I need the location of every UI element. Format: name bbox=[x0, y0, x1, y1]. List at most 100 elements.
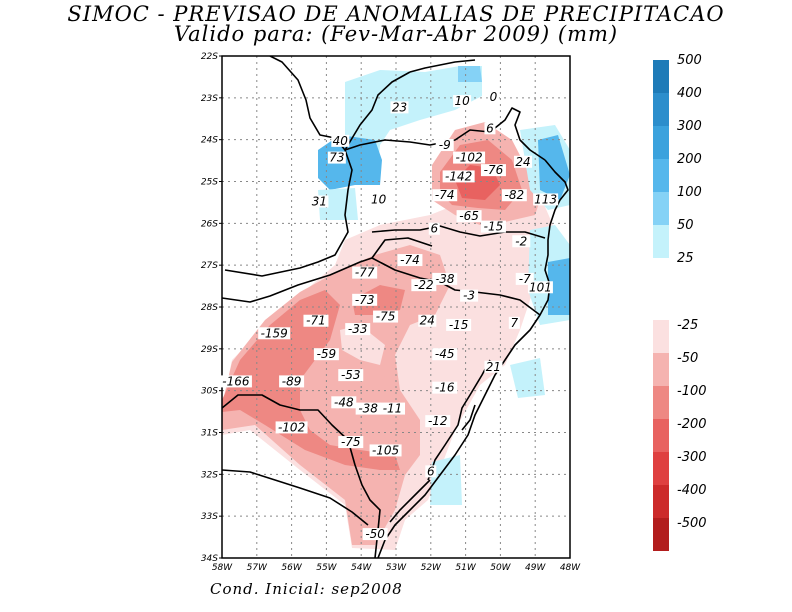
lat-tick-label: 26S bbox=[201, 219, 218, 229]
colorbar-swatch-positive bbox=[653, 93, 669, 126]
contour-label-bg bbox=[533, 193, 559, 206]
colorbar-swatch-negative bbox=[653, 518, 669, 551]
contour-label: -73 bbox=[355, 293, 375, 307]
lat-tick-label: 33S bbox=[201, 512, 218, 522]
colorbar-label-negative: -400 bbox=[677, 483, 707, 498]
contour-label: 21 bbox=[486, 360, 501, 374]
contour-label: -76 bbox=[484, 163, 504, 177]
contour-label: -38 bbox=[435, 272, 455, 286]
contour-label: -33 bbox=[348, 322, 368, 336]
contour-label-bg bbox=[352, 293, 378, 306]
lon-tick-label: 54W bbox=[351, 563, 372, 573]
south-border bbox=[222, 469, 369, 526]
contour-label: -82 bbox=[505, 188, 525, 202]
contour-label: 113 bbox=[534, 192, 557, 206]
contour-label-bg bbox=[380, 402, 406, 415]
contour-label: -15 bbox=[484, 220, 504, 234]
lat-tick-label: 28S bbox=[201, 303, 218, 313]
contour-label-bg bbox=[355, 402, 381, 415]
contour-label: -77 bbox=[355, 266, 375, 280]
contour-label-bg bbox=[310, 195, 329, 208]
contour-label: 6 bbox=[486, 121, 494, 135]
contour-label-bg bbox=[313, 348, 339, 361]
contour-label-bg bbox=[331, 396, 357, 409]
lat-tick-label: 25S bbox=[201, 178, 218, 188]
colorbar-swatch-positive bbox=[653, 159, 669, 192]
contour-label-bg bbox=[425, 465, 437, 478]
colorbar-label-positive: 100 bbox=[677, 185, 702, 200]
contour-label: -75 bbox=[376, 310, 396, 324]
contour-label: -74 bbox=[400, 253, 420, 267]
contour-label: 24 bbox=[420, 314, 435, 328]
contour-label-bg bbox=[432, 381, 458, 394]
coastline-north bbox=[377, 159, 569, 558]
colorbar-legend: 500 400 300 200 100 50 25 -25 -50 -100 -200 -300 -40… bbox=[653, 53, 707, 551]
contour-label-bg bbox=[527, 281, 553, 294]
colorbar-label-positive: 50 bbox=[677, 218, 694, 233]
colorbar-swatch-negative bbox=[653, 452, 669, 485]
lat-tick-label: 34S bbox=[201, 554, 218, 564]
contour-label-bg bbox=[411, 279, 437, 292]
contour-label: -22 bbox=[414, 278, 434, 292]
contour-label: 6 bbox=[430, 222, 438, 236]
latitude-axis-labels: 22S 23S 24S 25S 26S 27S 28S 29S 30S 31S 32S 33S 34S bbox=[201, 52, 222, 564]
contour-label: -3 bbox=[463, 289, 475, 303]
colorbar-label-negative: -200 bbox=[677, 417, 707, 432]
contour-label-bg bbox=[327, 151, 346, 164]
colorbar-label-positive: 25 bbox=[677, 251, 694, 266]
contour-label-bg bbox=[480, 220, 506, 233]
lon-tick-label: 55W bbox=[316, 563, 337, 573]
colorbar-label-positive: 300 bbox=[677, 119, 702, 134]
contour-label-bg bbox=[428, 222, 440, 235]
parana-river-border bbox=[344, 71, 411, 151]
contour-label-bg bbox=[456, 210, 482, 223]
contour-label: -15 bbox=[449, 318, 469, 332]
lon-tick-label: 48W bbox=[560, 563, 581, 573]
map-subtitle: Valido para: (Fev-Mar-Abr 2009) (mm) bbox=[173, 22, 619, 46]
lat-tick-label: 27S bbox=[201, 261, 218, 271]
colorbar-label-negative: -50 bbox=[677, 351, 698, 366]
boundary-lines bbox=[222, 56, 569, 558]
contour-label-bg bbox=[453, 95, 472, 108]
contour-label-bg bbox=[275, 421, 308, 434]
contour-label: -11 bbox=[383, 402, 403, 416]
colorbar-swatch-positive bbox=[653, 192, 669, 225]
colorbar-label-negative: -100 bbox=[677, 384, 707, 399]
lon-tick-label: 58W bbox=[212, 563, 233, 573]
contour-label: -45 bbox=[435, 347, 455, 361]
contour-label-bg bbox=[338, 369, 364, 382]
colorbar-swatch-negative bbox=[653, 419, 669, 452]
lat-tick-label: 30S bbox=[201, 387, 218, 397]
santa-catarina-rio-grande bbox=[371, 257, 541, 316]
contour-label: -53 bbox=[341, 368, 361, 382]
contour-label-bg bbox=[480, 164, 506, 177]
lon-tick-label: 57W bbox=[247, 563, 268, 573]
contour-label-bg bbox=[369, 193, 388, 206]
colorbar-swatch-positive bbox=[653, 225, 669, 258]
initial-condition-label: Cond. Inicial: sep2008 bbox=[210, 580, 403, 598]
contour-label-bg bbox=[460, 289, 479, 302]
contour-label-bg bbox=[352, 266, 378, 279]
colorbar-label-positive: 500 bbox=[677, 53, 702, 68]
mato-grosso-parana bbox=[409, 59, 476, 73]
contour-label: 40 bbox=[333, 134, 349, 148]
contour-label: 73 bbox=[329, 151, 344, 165]
contour-label-bg bbox=[435, 139, 454, 152]
contour-label-bg bbox=[487, 90, 499, 103]
contour-label: 0 bbox=[490, 90, 498, 104]
contour-label: -166 bbox=[222, 374, 250, 388]
contour-label: 10 bbox=[454, 94, 470, 108]
contour-label: -102 bbox=[455, 151, 482, 165]
lat-tick-label: 23S bbox=[201, 94, 218, 104]
contour-label: -50 bbox=[365, 527, 385, 541]
contour-label-bg bbox=[501, 189, 527, 202]
paraguay-border bbox=[224, 56, 353, 277]
lagoa-mirim bbox=[389, 479, 431, 523]
parana-santa-catarina bbox=[371, 225, 546, 239]
contour-label-bg bbox=[432, 189, 458, 202]
contour-label-bg bbox=[432, 348, 458, 361]
colorbar-swatch-negative bbox=[653, 485, 669, 518]
lon-tick-label: 56W bbox=[281, 563, 302, 573]
contour-label: -65 bbox=[459, 209, 479, 223]
contour-label: -105 bbox=[372, 443, 399, 457]
